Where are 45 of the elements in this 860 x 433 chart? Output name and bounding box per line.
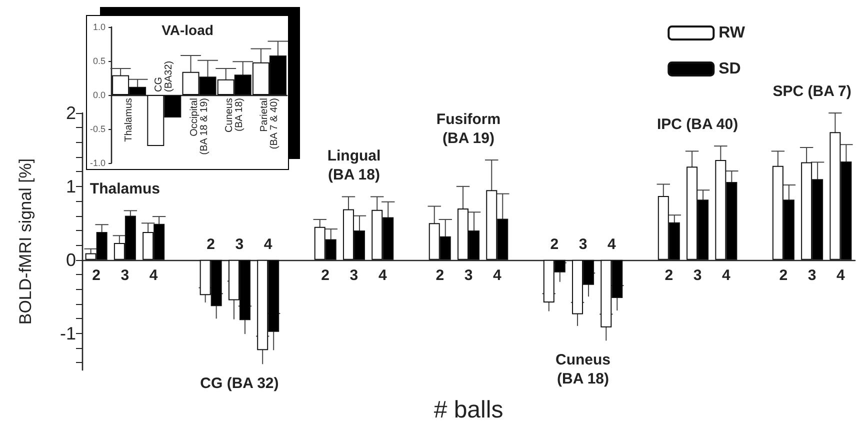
y-tick-label: -1.0 [90, 158, 106, 168]
y-tick-label: 1.0 [92, 22, 106, 32]
x-tick-label: 2 [206, 236, 216, 253]
x-tick-label: 3 [808, 266, 816, 284]
x-tick-label: 3 [120, 266, 130, 284]
x-tick-label: 4 [149, 266, 158, 284]
x-tick-label: 4 [492, 266, 502, 284]
x-tick-label: 4 [722, 266, 731, 284]
x-tick-label: 4 [264, 236, 273, 253]
chart-title: VA-load [162, 22, 214, 38]
text: SPC (BA 7) [772, 83, 852, 100]
x-tick-label: Thalamus [124, 98, 135, 142]
x-tick-label: 4 [607, 236, 616, 253]
y-tick-label: 1 [66, 176, 76, 196]
annotation: Fusiform (BA 19) [436, 110, 501, 147]
x-tick-label: 2 [436, 266, 444, 284]
x-tick-label: 4 [836, 266, 846, 284]
x-tick-label: 3 [578, 236, 588, 253]
x-tick-label: Parietal (BA 7 & 40) [258, 98, 280, 150]
x-tick-label: Cuneus (BA 18) [224, 98, 245, 132]
y-tick-label: -0.5 [90, 124, 106, 134]
y-tick-label: 0.0 [92, 90, 106, 100]
legend-label: SD [718, 60, 741, 78]
x-tick-label: CG (BA32) [154, 60, 175, 92]
annotation: Thalamus [90, 180, 160, 198]
x-tick-label: 4 [378, 266, 388, 284]
annotation: Lingual (BA 18) [327, 148, 381, 184]
annotation: IPC (BA 40) [656, 116, 738, 134]
x-tick-label: 3 [235, 236, 244, 253]
x-axis-title: # balls [434, 396, 504, 424]
x-tick-label: 2 [321, 266, 330, 284]
y-tick-label: 0 [66, 250, 76, 270]
x-tick-label: 3 [693, 266, 702, 284]
y-axis-title: BOLD-fMRI signal [%] [16, 158, 35, 325]
x-tick-label: 3 [464, 266, 473, 284]
legend-label: RW [718, 24, 746, 42]
text: CG (BA 32) [200, 375, 279, 392]
x-tick-label: Occipital (BA 18 & 19) [188, 98, 210, 155]
x-tick-label: 2 [779, 266, 788, 284]
y-tick-label: 0.5 [92, 56, 106, 66]
y-tick-label: -1 [60, 323, 76, 344]
annotation: Cuneus (BA 18) [556, 352, 611, 388]
x-tick-label: 2 [550, 236, 559, 253]
x-tick-label: 3 [350, 266, 358, 284]
x-tick-label: 2 [664, 266, 674, 284]
